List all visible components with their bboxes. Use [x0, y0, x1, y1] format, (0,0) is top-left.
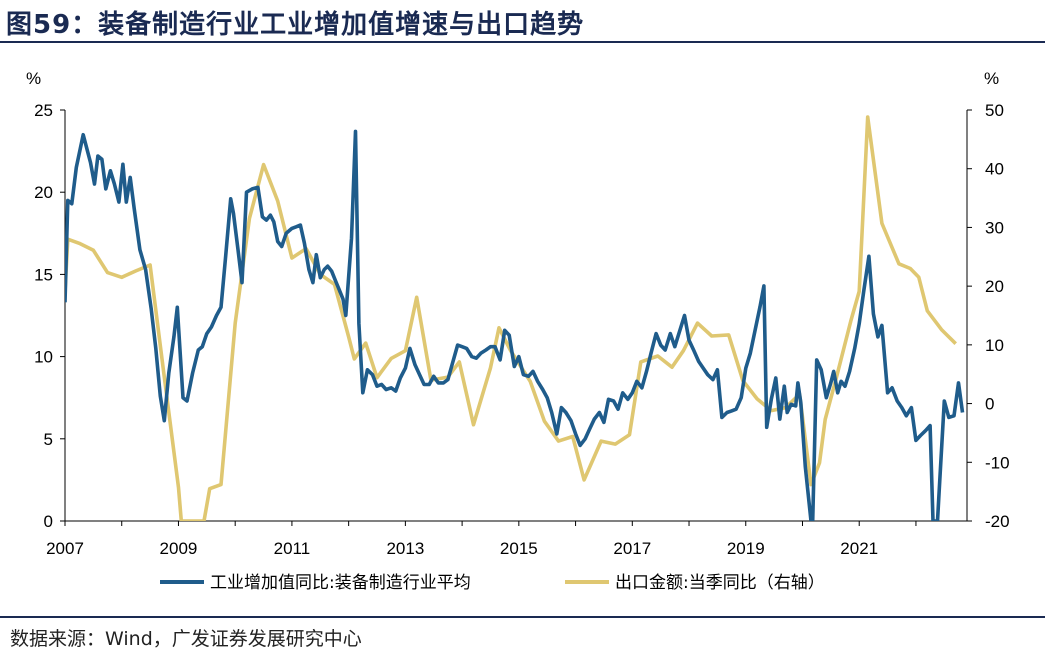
right-axis-tick-label: 50 [985, 101, 1004, 120]
series-line-equipment-va-yoy [65, 129, 965, 521]
right-axis-unit: % [984, 69, 999, 88]
left-axis-tick-label: 15 [34, 265, 53, 284]
legend-item-equipment-va-yoy-label: 工业增加值同比:装备制造行业平均 [210, 573, 471, 593]
figure-title: 图59：装备制造行业工业增加值增速与出口趋势 [6, 10, 585, 40]
x-axis-tick-label: 2013 [386, 539, 424, 558]
right-axis-tick-label: -10 [985, 453, 1010, 472]
legend-item-export-yoy-label: 出口金额:当季同比（右轴） [615, 573, 825, 593]
x-axis-tick-label: 2007 [46, 539, 84, 558]
left-axis-tick-label: 5 [44, 430, 53, 449]
left-axis-tick-label: 20 [34, 183, 53, 202]
left-axis-tick-label: 25 [34, 101, 53, 120]
chart-lines [65, 115, 965, 521]
x-axis-tick-label: 2019 [727, 539, 765, 558]
chart-legend: 工业增加值同比:装备制造行业平均 出口金额:当季同比（右轴） [160, 573, 825, 593]
right-axis-tick-label: 0 [985, 395, 994, 414]
title-divider [0, 41, 1045, 43]
right-axis-tick-label: 20 [985, 277, 1004, 296]
right-axis-tick-label: 10 [985, 336, 1004, 355]
x-axis-tick-label: 2009 [160, 539, 198, 558]
right-axis-tick-label: 30 [985, 218, 1004, 237]
source-divider [0, 616, 1045, 618]
chart-axes: 0 5 10 15 20 25% -20 -10 0 10 20 30 40 50% 2007 2009 201… [26, 69, 1010, 558]
data-source: 数据来源：Wind，广发证券发展研究中心 [10, 628, 362, 650]
left-axis-unit: % [26, 69, 41, 88]
x-axis-tick-label: 2017 [613, 539, 651, 558]
right-axis-tick-label: -20 [985, 512, 1010, 531]
right-axis-tick-label: 40 [985, 160, 1004, 179]
left-axis-tick-label: 10 [34, 348, 53, 367]
x-axis-tick-label: 2021 [840, 539, 878, 558]
left-axis-tick-label: 0 [44, 512, 53, 531]
x-axis-tick-label: 2015 [500, 539, 538, 558]
series-line-export-yoy [65, 115, 957, 521]
x-axis-tick-label: 2011 [274, 539, 311, 558]
